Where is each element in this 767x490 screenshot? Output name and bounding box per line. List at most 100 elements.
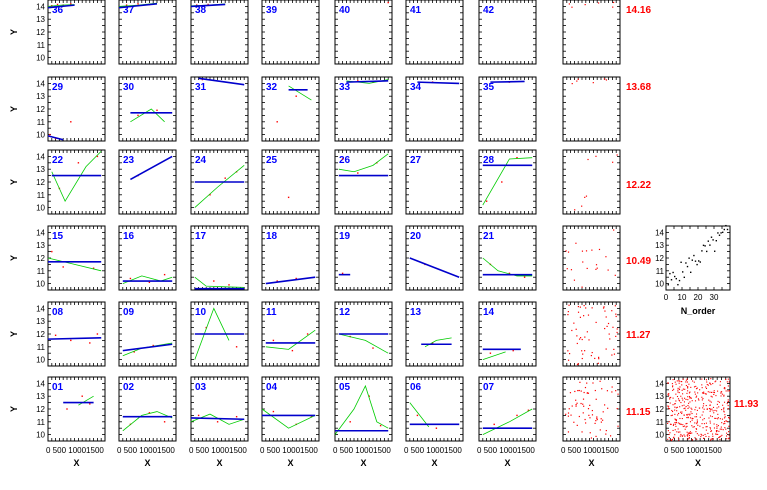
inset-point xyxy=(726,228,729,231)
smooth-curve xyxy=(47,257,102,272)
summary-point xyxy=(583,405,585,407)
overall-point xyxy=(723,417,726,419)
overall-point xyxy=(705,435,707,437)
overall-point xyxy=(695,388,698,390)
y-tick-label: 10 xyxy=(36,431,45,440)
overall-point xyxy=(702,405,704,407)
overall-point xyxy=(692,418,694,420)
row-value-label: 11.27 xyxy=(626,330,651,341)
data-point xyxy=(489,352,492,354)
summary-point xyxy=(573,421,575,423)
overall-point xyxy=(728,434,730,436)
overall-point xyxy=(715,380,717,382)
summary-point xyxy=(609,338,611,340)
panel-number: 11 xyxy=(266,307,277,318)
data-point xyxy=(310,415,313,418)
data-point xyxy=(216,421,219,423)
overall-point xyxy=(725,390,727,392)
inset-point xyxy=(686,265,689,268)
y-tick-label: 12 xyxy=(36,178,45,187)
y-tick-label: 10 xyxy=(36,131,45,140)
inset-point xyxy=(680,261,682,263)
y-axis-label: Y xyxy=(9,179,19,185)
overall-point xyxy=(723,407,725,409)
summary-point xyxy=(573,279,576,281)
overall-point xyxy=(689,414,691,416)
smooth-curve xyxy=(482,257,533,277)
summary-point xyxy=(580,402,582,405)
overall-point xyxy=(705,379,708,381)
data-point xyxy=(516,156,518,159)
overall-point xyxy=(700,436,702,438)
summary-point xyxy=(595,420,597,422)
smooth-curve xyxy=(334,384,389,435)
summary-point xyxy=(602,307,605,309)
overall-point xyxy=(699,425,701,427)
summary-point xyxy=(592,82,594,84)
overall-point xyxy=(703,423,705,425)
overall-point xyxy=(687,438,689,440)
overall-point xyxy=(690,386,692,388)
overall-point xyxy=(723,395,725,397)
summary-point xyxy=(582,412,584,414)
summary-point xyxy=(571,6,573,8)
overall-point xyxy=(716,407,718,409)
summary-point xyxy=(612,326,614,328)
summary-point xyxy=(598,358,600,360)
overall-point xyxy=(688,436,690,439)
overall-point xyxy=(716,403,718,405)
overall-point xyxy=(677,431,680,433)
overall-point xyxy=(717,433,719,435)
overall-point xyxy=(701,387,703,389)
inset-point xyxy=(712,239,714,241)
overall-point xyxy=(697,398,699,400)
overall-point xyxy=(721,428,723,430)
overall-point xyxy=(726,438,728,440)
overall-point xyxy=(679,435,681,437)
summary-point xyxy=(595,398,597,400)
overall-point xyxy=(689,421,692,423)
summary-point xyxy=(616,407,618,410)
fit-line xyxy=(490,80,525,83)
overall-x-tick-label: 0 500 10001500 xyxy=(664,446,722,455)
y-tick-label: 13 xyxy=(36,165,45,174)
overall-point xyxy=(717,390,719,392)
summary-point xyxy=(566,268,568,270)
overall-point xyxy=(682,388,684,390)
summary-point xyxy=(576,363,579,366)
summary-point xyxy=(587,314,590,316)
inset-point xyxy=(688,257,690,259)
overall-point xyxy=(672,379,674,381)
summary-point xyxy=(585,307,587,309)
data-point xyxy=(197,414,200,417)
summary-point xyxy=(594,389,596,392)
overall-point xyxy=(671,409,673,412)
overall-point xyxy=(703,408,705,410)
overall-point xyxy=(726,381,728,383)
data-point xyxy=(148,412,151,414)
summary-point xyxy=(611,354,613,356)
smooth-curve xyxy=(194,276,245,288)
summary-point xyxy=(578,389,580,392)
summary-point xyxy=(578,338,581,340)
panel-number: 10 xyxy=(195,307,207,318)
overall-point xyxy=(728,438,730,440)
overall-point xyxy=(672,437,675,439)
x-tick-label: 0 500 10001500 xyxy=(189,446,247,455)
summary-point xyxy=(581,286,583,288)
summary-point xyxy=(599,380,601,382)
overall-point xyxy=(692,380,694,382)
overall-point xyxy=(686,381,688,383)
overall-point xyxy=(715,430,717,432)
inset-point xyxy=(718,234,721,236)
overall-point xyxy=(679,423,681,425)
overall-point xyxy=(686,431,688,433)
inset-point xyxy=(707,240,709,242)
overall-point xyxy=(723,408,725,410)
summary-point xyxy=(583,315,585,317)
overall-point xyxy=(713,392,716,394)
overall-x-axis-label: X xyxy=(695,458,701,468)
summary-point xyxy=(605,256,607,258)
panel-number: 08 xyxy=(52,307,64,318)
overall-point xyxy=(695,396,697,398)
